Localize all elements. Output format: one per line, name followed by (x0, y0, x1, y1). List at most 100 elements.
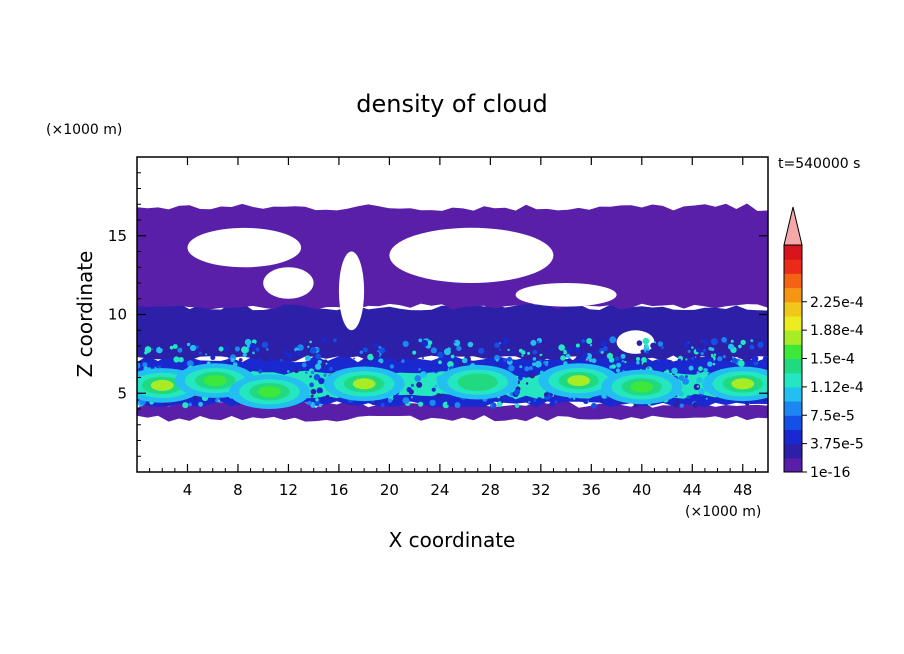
field-speck (257, 357, 262, 362)
field-speck (685, 358, 688, 361)
field-speck (636, 340, 643, 346)
x-tick-label: 36 (582, 481, 601, 499)
field-speck (620, 357, 623, 360)
field-speck (650, 342, 657, 349)
field-speck (640, 349, 645, 354)
field-speck (317, 359, 322, 365)
x-tick-label: 48 (733, 481, 752, 499)
colorbar-over-triangle (783, 206, 803, 246)
field-speck (429, 374, 434, 379)
field-speck (352, 349, 358, 355)
field-speck (675, 399, 680, 404)
field-speck (611, 364, 616, 369)
field-speck (600, 340, 607, 348)
y-tick-label: 10 (108, 306, 127, 324)
field-speck (323, 373, 327, 378)
field-speck (453, 339, 461, 347)
field-speck (696, 355, 701, 360)
field-speck (624, 361, 627, 364)
field-speck (642, 337, 650, 345)
field-speck (252, 351, 255, 355)
cloud-core (150, 379, 174, 391)
field-speck (315, 347, 320, 352)
field-speck (429, 399, 436, 406)
field-speck (425, 364, 431, 371)
field-speck (434, 384, 438, 388)
field-speck (427, 340, 433, 345)
clear-gap (263, 267, 314, 299)
field-speck (402, 340, 409, 347)
field-speck (353, 357, 356, 360)
field-speck (700, 352, 704, 356)
field-speck (386, 358, 391, 363)
field-speck (503, 358, 507, 362)
colorbar-swatch (784, 287, 802, 303)
field-speck (607, 398, 612, 402)
field-speck (547, 352, 552, 357)
x-tick-label: 40 (632, 481, 651, 499)
y-axis-unit: (×1000 m) (46, 122, 122, 138)
field-speck (316, 387, 323, 394)
field-speck (581, 339, 586, 343)
colorbar-label: 1e-16 (810, 465, 850, 481)
field-speck (244, 338, 252, 346)
field-speck (410, 383, 414, 387)
colorbar-swatch (784, 315, 802, 331)
field-speck (305, 371, 308, 374)
field-speck (177, 347, 183, 353)
colorbar-swatch (784, 429, 802, 445)
colorbar-swatch (784, 273, 802, 289)
field-speck (393, 397, 396, 400)
field-speck (198, 401, 204, 407)
field-speck (657, 359, 660, 361)
field-speck (521, 354, 524, 357)
clear-gap (515, 283, 617, 307)
field-speck (190, 344, 197, 352)
field-speck (698, 362, 704, 368)
field-speck (169, 345, 174, 350)
field-speck (450, 354, 455, 359)
field-speck (644, 344, 649, 349)
field-speck (591, 358, 597, 364)
field-speck (691, 357, 695, 360)
field-speck (258, 369, 263, 374)
field-speck (283, 350, 289, 356)
field-speck (215, 339, 220, 344)
field-speck (225, 345, 230, 351)
field-speck (311, 401, 315, 405)
field-speck (309, 340, 312, 344)
field-speck (727, 343, 735, 350)
field-speck (236, 402, 240, 406)
field-speck (555, 400, 558, 403)
field-speck (461, 357, 468, 364)
colorbar-swatch (784, 372, 802, 388)
field-speck (161, 362, 168, 369)
field-speck (532, 357, 537, 361)
field-speck (372, 351, 380, 358)
field-speck (371, 402, 375, 406)
field-speck (230, 357, 235, 363)
field-speck (436, 393, 441, 399)
field-speck (454, 402, 461, 408)
x-tick-label: 44 (683, 481, 702, 499)
field-speck (310, 394, 314, 398)
field-speck (498, 348, 501, 351)
field-speck (608, 357, 615, 363)
field-speck (241, 346, 248, 354)
field-speck (673, 402, 680, 408)
x-axis-label: X coordinate (389, 528, 516, 552)
field-speck (549, 401, 555, 407)
field-speck (696, 377, 701, 383)
field-speck (600, 351, 604, 354)
field-speck (615, 368, 621, 373)
field-speck (575, 343, 580, 348)
field-speck (600, 399, 603, 403)
field-speck (562, 349, 568, 355)
field-speck (261, 341, 269, 348)
field-speck (388, 398, 392, 403)
field-speck (374, 361, 382, 369)
cloud-core (203, 375, 227, 387)
colorbar: 1e-16 3.75e-5 7.5e-5 1.12e-4 1.5e-4 1.88e-4 2.… (783, 206, 864, 481)
cloud-core (567, 375, 591, 387)
